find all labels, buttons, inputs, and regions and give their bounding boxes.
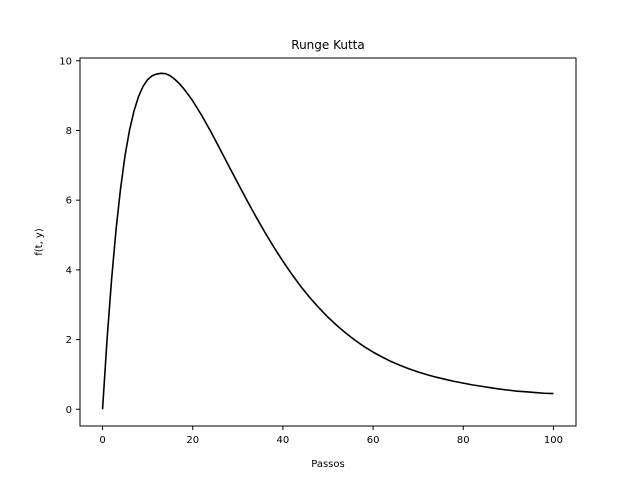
- x-tick-label: 40: [277, 435, 290, 446]
- y-tick-label: 0: [66, 405, 72, 416]
- tick-layer: 0 20 40 60 80 100 0 2 4 6 8 10: [59, 56, 563, 446]
- plot-background: [80, 58, 576, 426]
- chart-title: Runge Kutta: [291, 38, 364, 52]
- series-line: [101, 72, 554, 410]
- x-tick-label: 20: [186, 435, 199, 446]
- plot-frame: [79, 57, 577, 427]
- x-tick-label: 0: [99, 435, 105, 446]
- x-axis-label: Passos: [311, 459, 344, 470]
- y-axis-label: f(t, y): [34, 228, 45, 256]
- y-tick-label: 10: [59, 56, 72, 67]
- y-tick-label: 6: [66, 196, 72, 207]
- x-tick-label: 80: [457, 435, 470, 446]
- y-tick-label: 2: [66, 335, 72, 346]
- x-tick-label: 100: [544, 435, 563, 446]
- y-tick-label: 8: [66, 126, 72, 137]
- x-tick-label: 60: [367, 435, 380, 446]
- y-tick-label: 4: [66, 265, 72, 276]
